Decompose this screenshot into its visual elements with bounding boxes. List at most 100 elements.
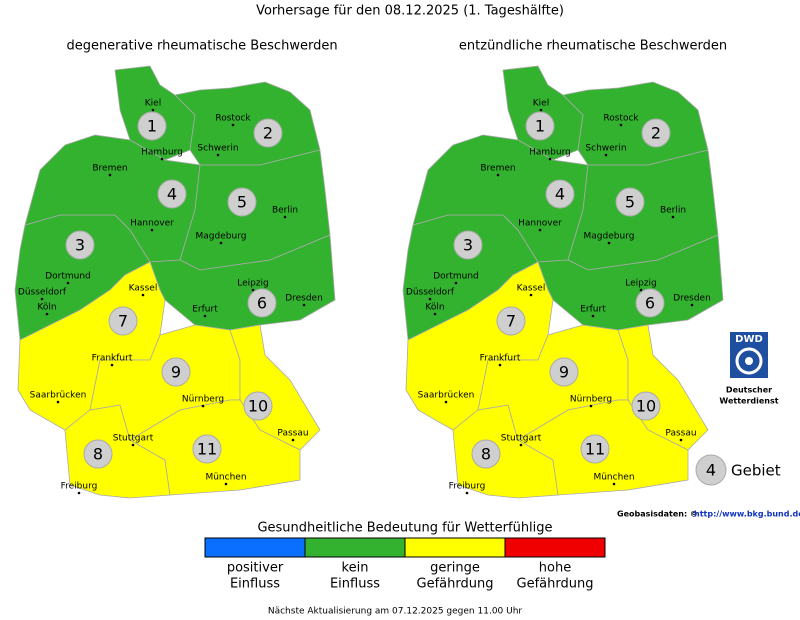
- city-label: Berlin: [660, 206, 686, 216]
- region-number: 1: [147, 117, 157, 136]
- region: [174, 81, 321, 166]
- map-title: entzündliche rheumatische Beschwerden: [459, 39, 727, 54]
- region-number: 2: [263, 124, 273, 143]
- region-marker: [253, 118, 283, 148]
- logo-swirl: [735, 347, 763, 375]
- map: Kiel Rostock Hamburg Schwerin Bremen Hannover…: [402, 65, 724, 499]
- city-label: Hannover: [518, 219, 562, 229]
- region-number: 2: [651, 124, 661, 143]
- region-marker: [496, 306, 526, 336]
- city-dot: [216, 153, 220, 157]
- region-marker: [615, 187, 645, 217]
- city-dot: [302, 303, 306, 307]
- region-number: 11: [197, 440, 217, 459]
- region-number: 4: [555, 185, 565, 204]
- city-dot: [141, 293, 145, 297]
- city-label: Freiburg: [449, 482, 486, 492]
- city-label: Dortmund: [433, 272, 479, 282]
- city-label: Stuttgart: [501, 434, 542, 444]
- region-marker: [641, 118, 671, 148]
- region-number: 7: [506, 312, 516, 331]
- city-label: München: [205, 473, 246, 483]
- credit: Geobasisdaten: ©: [617, 510, 698, 519]
- city-dot: [283, 215, 287, 219]
- city-label: Frankfurt: [92, 354, 133, 364]
- city-label: Leipzig: [625, 279, 657, 289]
- region-marker: [137, 111, 167, 141]
- credit-link[interactable]: http://www.bkg.bund.de: [694, 510, 800, 519]
- city-label: Erfurt: [580, 305, 606, 315]
- logo-swirl: [745, 357, 753, 365]
- region: [405, 261, 554, 431]
- region-marker: [545, 179, 575, 209]
- region-marker: [525, 111, 555, 141]
- city-dot: [679, 438, 683, 442]
- region-marker: [243, 391, 273, 421]
- city-dot: [291, 438, 295, 442]
- legend-label: Einfluss: [230, 577, 280, 592]
- legend-label: geringe: [430, 561, 480, 576]
- city-label: Düsseldorf: [18, 288, 67, 298]
- city-label: Erfurt: [192, 305, 218, 315]
- city-label: Passau: [277, 429, 308, 439]
- city-dot: [690, 303, 694, 307]
- map-title: degenerative rheumatische Beschwerden: [66, 39, 337, 54]
- city-dot: [108, 173, 112, 177]
- city-label: München: [593, 473, 634, 483]
- region-number: 5: [625, 193, 635, 212]
- city-dot: [619, 123, 623, 127]
- region-number: 5: [237, 193, 247, 212]
- city-label: Kiel: [533, 99, 549, 109]
- city-dot: [45, 312, 49, 316]
- region-number: 7: [118, 312, 128, 331]
- city-label: Dortmund: [45, 272, 91, 282]
- region-marker: [227, 187, 257, 217]
- region: [17, 261, 166, 431]
- city-dot: [224, 482, 228, 486]
- city-label: Magdeburg: [584, 232, 635, 242]
- legend-label: hohe: [539, 561, 571, 576]
- city-label: Kassel: [129, 284, 158, 294]
- city-dot: [454, 281, 458, 285]
- logo-box: [730, 332, 768, 378]
- city-label: Dresden: [673, 294, 711, 304]
- city-dot: [519, 443, 523, 447]
- region-number: 3: [75, 236, 85, 255]
- city-dot: [219, 241, 223, 245]
- region-number: 6: [645, 294, 655, 313]
- city-label: Berlin: [272, 206, 298, 216]
- region-number: 8: [93, 445, 103, 464]
- region-marker: [453, 230, 483, 260]
- region-marker: [247, 288, 277, 318]
- region-number: 10: [248, 397, 268, 416]
- city-dot: [77, 491, 81, 495]
- city-label: Schwerin: [585, 144, 626, 154]
- city-label: Frankfurt: [480, 354, 521, 364]
- city-dot: [548, 157, 552, 161]
- legend-label: Gefährdung: [417, 577, 494, 592]
- region-marker: [65, 230, 95, 260]
- city-dot: [56, 400, 60, 404]
- legend-swatch: [404, 537, 506, 558]
- city-label: Düsseldorf: [406, 288, 455, 298]
- city-label: Dresden: [285, 294, 323, 304]
- city-dot: [66, 281, 70, 285]
- legend-label: Einfluss: [330, 577, 380, 592]
- region: [562, 81, 709, 166]
- region-number: 4: [167, 185, 177, 204]
- city-label: Nürnberg: [182, 395, 224, 405]
- city-dot: [444, 400, 448, 404]
- city-dot: [160, 157, 164, 161]
- city-dot: [428, 297, 432, 301]
- city-dot: [131, 443, 135, 447]
- page-title: Vorhersage für den 08.12.2025 (1. Tagesh…: [256, 4, 564, 19]
- dwd-logo: DWD Deutscher Wetterdienst: [719, 332, 779, 406]
- region-number: 10: [636, 397, 656, 416]
- region-marker: [161, 357, 191, 387]
- city-label: Nürnberg: [570, 395, 612, 405]
- city-dot: [465, 491, 469, 495]
- city-dot: [529, 293, 533, 297]
- city-dot: [671, 215, 675, 219]
- key-label: Gebiet: [731, 462, 781, 480]
- region-marker: [635, 288, 665, 318]
